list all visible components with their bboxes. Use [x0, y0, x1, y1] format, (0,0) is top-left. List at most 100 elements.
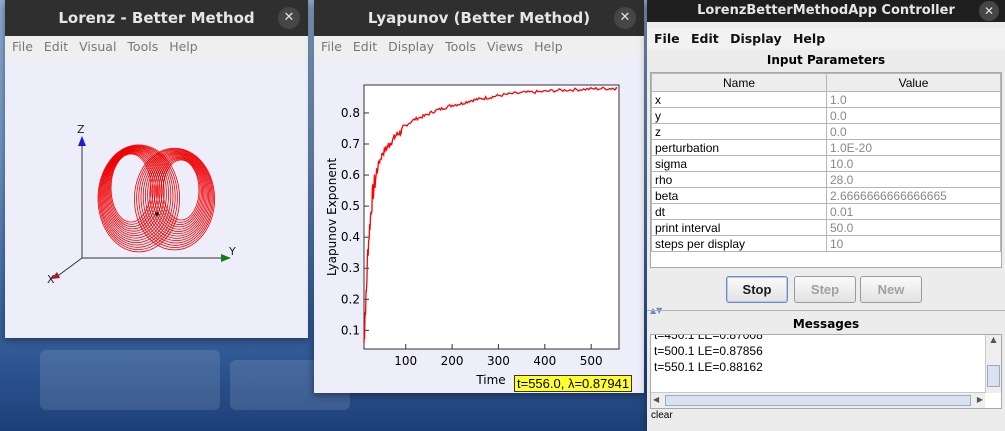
parameters-table-container: Name Value x 1.0 y 0.0 z 0.0 perturbation 1.0E-… — [650, 72, 1002, 268]
input-parameters-title: Input Parameters — [766, 53, 886, 67]
parameter-row[interactable]: beta 2.6666666666666665 — [651, 187, 1001, 204]
menu-help[interactable]: Help — [534, 39, 563, 54]
controller-close-icon[interactable]: ✕ — [979, 1, 999, 21]
x-tick-label: 100 — [394, 354, 417, 368]
parameter-name: sigma — [651, 155, 827, 172]
stop-button[interactable]: Stop — [726, 276, 788, 303]
visual-menubar: File Edit Visual Tools Help — [5, 36, 308, 58]
visual-window-title: Lorenz - Better Method — [58, 9, 255, 27]
parameter-name: y — [651, 107, 827, 124]
y-tick-label: 0.2 — [341, 292, 360, 306]
trajectory-loop-right — [136, 148, 214, 248]
plot-close-icon[interactable]: ✕ — [614, 7, 636, 29]
trajectory-loop-right — [151, 155, 206, 232]
h-scroll-thumb[interactable] — [665, 395, 971, 406]
parameter-row[interactable]: steps per display 10 — [651, 235, 1001, 252]
trajectory-loop-left — [101, 147, 172, 244]
parameter-name: print interval — [651, 219, 827, 236]
controller-menubar: File Edit Display Help — [647, 28, 1005, 50]
parameter-value[interactable]: 2.6666666666666665 — [826, 187, 1001, 204]
parameter-name: z — [651, 123, 827, 140]
menu-visual[interactable]: Visual — [79, 39, 117, 54]
trajectory-loop-right — [140, 150, 212, 244]
plot-area[interactable]: 0.1 0.2 0.3 0.4 0.5 0.6 0.7 0.8 100 200 300 400 500… — [314, 58, 644, 393]
plot-frame — [363, 84, 620, 350]
vertical-scrollbar[interactable]: ▲ — [985, 335, 1001, 393]
trajectory-loop-left — [102, 147, 169, 241]
scroll-thumb[interactable] — [987, 365, 1000, 387]
visual-window-titlebar[interactable]: Lorenz - Better Method — [5, 0, 308, 36]
parameter-row[interactable]: sigma 10.0 — [651, 155, 1001, 172]
clear-button[interactable]: clear — [651, 410, 673, 421]
trajectory-loop-left — [109, 152, 154, 225]
parameter-value[interactable]: 10.0 — [826, 155, 1001, 172]
trajectory-loop-right — [144, 152, 209, 239]
parameter-name: beta — [651, 187, 827, 204]
parameter-row[interactable]: rho 28.0 — [651, 171, 1001, 188]
x-axis-label: X — [47, 273, 55, 286]
menu-display[interactable]: Display — [388, 39, 435, 54]
y-tick-label: 0.8 — [341, 106, 360, 120]
message-line: t=500.1 LE=0.87856 — [654, 344, 763, 358]
trajectory-loop-right — [138, 149, 213, 246]
menu-file[interactable]: File — [321, 39, 342, 54]
horizontal-scrollbar[interactable]: ◀ ▶ — [651, 392, 985, 408]
trajectory-loop-right — [142, 151, 211, 242]
parameter-value[interactable]: 1.0E-20 — [826, 139, 1001, 156]
menu-help[interactable]: Help — [792, 31, 826, 46]
x-tick-label: 300 — [487, 354, 510, 368]
scroll-left-arrow[interactable]: ◀ — [653, 395, 660, 404]
trajectory-loop-left — [108, 152, 156, 228]
parameter-row[interactable]: dt 0.01 — [651, 203, 1001, 220]
parameter-row[interactable]: print interval 50.0 — [651, 219, 1001, 236]
parameter-row[interactable]: y 0.0 — [651, 107, 1001, 124]
trajectory-loop-left — [103, 148, 167, 239]
trajectory-loop-right — [158, 157, 202, 225]
parameter-row[interactable]: x 1.0 — [651, 91, 1001, 108]
menu-file[interactable]: File — [12, 39, 33, 54]
x-tick-label: 500 — [580, 354, 603, 368]
y-tick-label: 0.5 — [341, 199, 360, 213]
new-button[interactable]: New — [860, 276, 922, 303]
menu-file[interactable]: File — [654, 31, 680, 46]
menu-edit[interactable]: Edit — [352, 39, 378, 54]
3d-view-canvas[interactable]: Z Y X — [5, 58, 308, 338]
menu-display[interactable]: Display — [730, 31, 782, 46]
parameter-value[interactable]: 0.01 — [826, 203, 1001, 220]
x-tick-label: 400 — [533, 354, 556, 368]
column-header-name[interactable]: Name — [651, 73, 827, 92]
menu-help[interactable]: Help — [169, 39, 198, 54]
controller-titlebar[interactable]: LorenzBetterMethodApp Controller — [647, 0, 1005, 22]
trajectory-loop-left — [110, 153, 152, 223]
plot-window-titlebar[interactable]: Lyapunov (Better Method) — [314, 0, 644, 36]
messages-area[interactable]: t=450.1 LE=0.87008 t=500.1 LE=0.87856 t=… — [650, 334, 1002, 409]
visual-close-icon[interactable]: ✕ — [278, 7, 300, 29]
desktop-shape — [40, 350, 220, 410]
parameter-name: dt — [651, 203, 827, 220]
trajectory-loop-right — [155, 156, 203, 228]
lyapunov-plot-window: Lyapunov (Better Method) ✕ File Edit Dis… — [314, 0, 644, 393]
parameter-value[interactable]: 28.0 — [826, 171, 1001, 188]
splitter-divider[interactable] — [647, 310, 1005, 311]
scroll-right-arrow[interactable]: ▶ — [976, 395, 983, 404]
parameter-value[interactable]: 50.0 — [826, 219, 1001, 236]
menu-edit[interactable]: Edit — [43, 39, 69, 54]
controller-title: LorenzBetterMethodApp Controller — [697, 3, 955, 18]
scroll-up-arrow[interactable]: ▲ — [990, 335, 997, 344]
parameter-value[interactable]: 10 — [826, 235, 1001, 252]
menu-tools[interactable]: Tools — [127, 39, 159, 54]
step-button[interactable]: Step — [794, 276, 856, 303]
parameter-value[interactable]: 0.0 — [826, 123, 1001, 140]
parameter-name: perturbation — [651, 139, 827, 156]
parameter-row[interactable]: z 0.0 — [651, 123, 1001, 140]
parameter-row[interactable]: perturbation 1.0E-20 — [651, 139, 1001, 156]
column-header-value[interactable]: Value — [826, 73, 1001, 92]
parameter-name: rho — [651, 171, 827, 188]
trajectory-loop-right — [133, 147, 215, 251]
menu-views[interactable]: Views — [486, 39, 524, 54]
menu-edit[interactable]: Edit — [690, 31, 719, 46]
menu-tools[interactable]: Tools — [445, 39, 476, 54]
parameter-value[interactable]: 0.0 — [826, 107, 1001, 124]
parameter-value[interactable]: 1.0 — [826, 91, 1001, 108]
y-axis-label: Y — [228, 245, 236, 258]
